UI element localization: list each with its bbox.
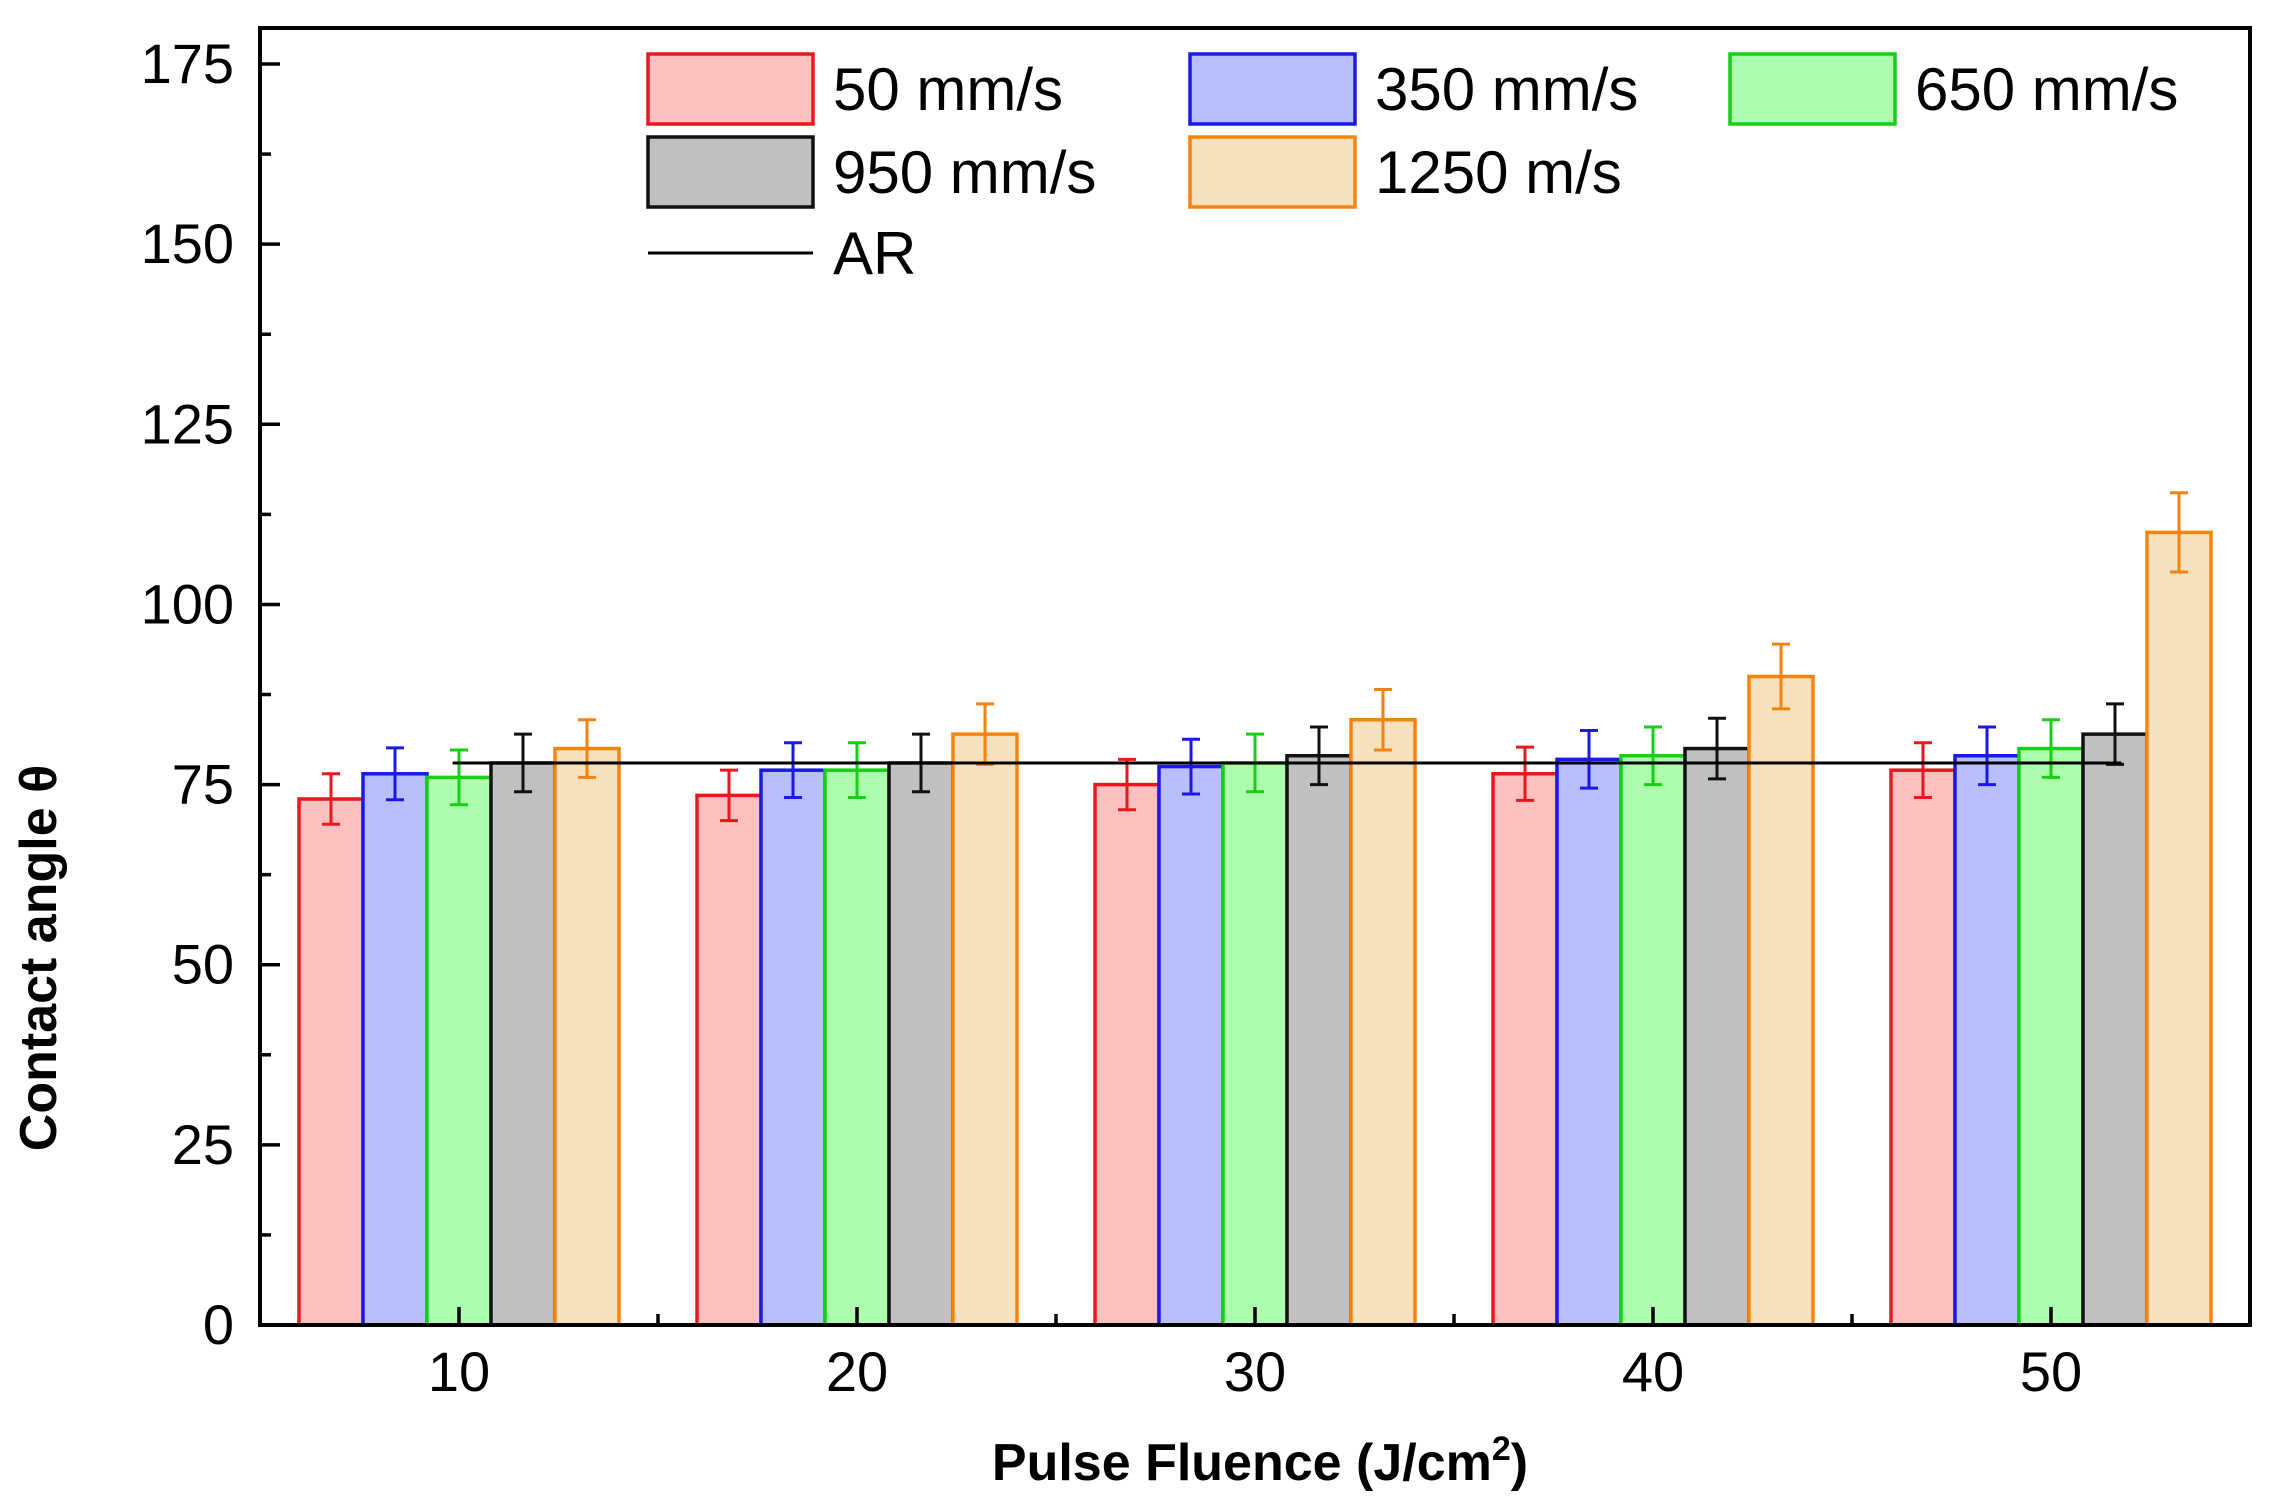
- y-tick-label: 175: [141, 32, 234, 95]
- error-bar-2-cat-10: [386, 746, 404, 802]
- bars-layer: [297, 530, 2213, 1327]
- bar-5-cat-30: [1349, 717, 1417, 1327]
- legend-swatch-1: [646, 52, 815, 126]
- axes-layer: 0 25 50 75 100 125 150 175 10 20 30 40 50: [141, 26, 2252, 1403]
- x-tick-label: 10: [428, 1340, 490, 1403]
- y-tick-label: 150: [141, 212, 234, 275]
- legend-label-ar: AR: [833, 220, 916, 287]
- error-bar-5-cat-10: [578, 718, 596, 779]
- x-axis-title-close: ): [1511, 1434, 1528, 1492]
- bar-2-cat-50: [1953, 754, 2021, 1327]
- bar-3-cat-20: [823, 768, 891, 1327]
- y-tick-label: 100: [141, 572, 234, 635]
- error-bar-5-cat-30: [1374, 687, 1392, 752]
- error-bar-3-cat-20: [848, 741, 866, 800]
- bar-3-cat-40: [1619, 754, 1687, 1327]
- y-axis-title: Contact angle θ: [10, 765, 68, 1151]
- error-bar-1-cat-40: [1516, 745, 1534, 802]
- error-bar-5-cat-50: [2170, 491, 2188, 574]
- x-tick-label: 20: [826, 1340, 888, 1403]
- bar-3-cat-50: [2017, 746, 2085, 1327]
- error-bar-2-cat-50: [1978, 725, 1996, 787]
- bar-4-cat-50: [2081, 732, 2149, 1327]
- legend-swatch-5: [1188, 135, 1357, 209]
- error-bar-1-cat-50: [1914, 741, 1932, 800]
- error-bar-3-cat-50: [2042, 718, 2060, 779]
- error-bar-2-cat-40: [1580, 729, 1598, 790]
- legend-label-4: 950 mm/s: [833, 139, 1096, 206]
- error-bar-1-cat-10: [322, 772, 340, 826]
- bar-1-cat-20: [695, 793, 763, 1327]
- x-tick-label: 50: [2020, 1340, 2082, 1403]
- legend-label-1: 50 mm/s: [833, 56, 1063, 123]
- bar-3-cat-30: [1221, 761, 1289, 1327]
- x-tick-label: 30: [1224, 1340, 1286, 1403]
- y-tick-label: 25: [172, 1113, 234, 1176]
- error-bar-2-cat-20: [784, 741, 802, 800]
- error-bar-3-cat-10: [450, 748, 468, 807]
- error-bar-1-cat-30: [1118, 757, 1136, 812]
- y-tick-label: 0: [203, 1293, 234, 1356]
- bar-5-cat-10: [553, 746, 621, 1327]
- x-axis-title-superscript: 2: [1492, 1430, 1511, 1468]
- y-tick-label: 50: [172, 933, 234, 996]
- bar-4-cat-10: [489, 761, 557, 1327]
- error-bar-2-cat-30: [1182, 737, 1200, 796]
- legend-label-2: 350 mm/s: [1375, 56, 1638, 123]
- legend-label-5: 1250 m/s: [1375, 139, 1622, 206]
- bar-2-cat-20: [759, 768, 827, 1327]
- bar-4-cat-20: [887, 761, 955, 1327]
- legend-swatch-3: [1728, 52, 1897, 126]
- bar-5-cat-50: [2145, 530, 2213, 1327]
- error-bar-4-cat-30: [1310, 725, 1328, 787]
- bar-1-cat-40: [1491, 772, 1559, 1327]
- legend-swatch-2: [1188, 52, 1357, 126]
- y-tick-label: 75: [172, 753, 234, 816]
- x-axis-title: Pulse Fluence (J/cm2): [992, 1430, 1528, 1492]
- error-bar-1-cat-20: [720, 768, 738, 823]
- bar-1-cat-50: [1889, 768, 1957, 1327]
- legend: 50 mm/s 350 mm/s 650 mm/s 950 mm/s 1250 m/s A…: [646, 52, 2178, 287]
- x-axis-title-main: Pulse Fluence (J/cm: [992, 1434, 1492, 1492]
- error-bar-3-cat-40: [1644, 725, 1662, 787]
- bar-5-cat-20: [951, 732, 1019, 1327]
- bar-3-cat-10: [425, 775, 493, 1327]
- error-bar-4-cat-40: [1708, 716, 1726, 781]
- legend-label-3: 650 mm/s: [1915, 56, 2178, 123]
- bar-1-cat-10: [297, 797, 365, 1327]
- bar-1-cat-30: [1093, 782, 1161, 1327]
- bar-2-cat-40: [1555, 757, 1623, 1327]
- x-tick-label: 40: [1622, 1340, 1684, 1403]
- bar-5-cat-40: [1747, 674, 1815, 1327]
- bar-2-cat-30: [1157, 764, 1225, 1327]
- bar-4-cat-30: [1285, 754, 1353, 1327]
- bar-4-cat-40: [1683, 746, 1751, 1327]
- y-tick-label: 125: [141, 392, 234, 455]
- legend-swatch-4: [646, 135, 815, 209]
- bar-2-cat-10: [361, 772, 429, 1327]
- error-bar-5-cat-40: [1772, 642, 1790, 711]
